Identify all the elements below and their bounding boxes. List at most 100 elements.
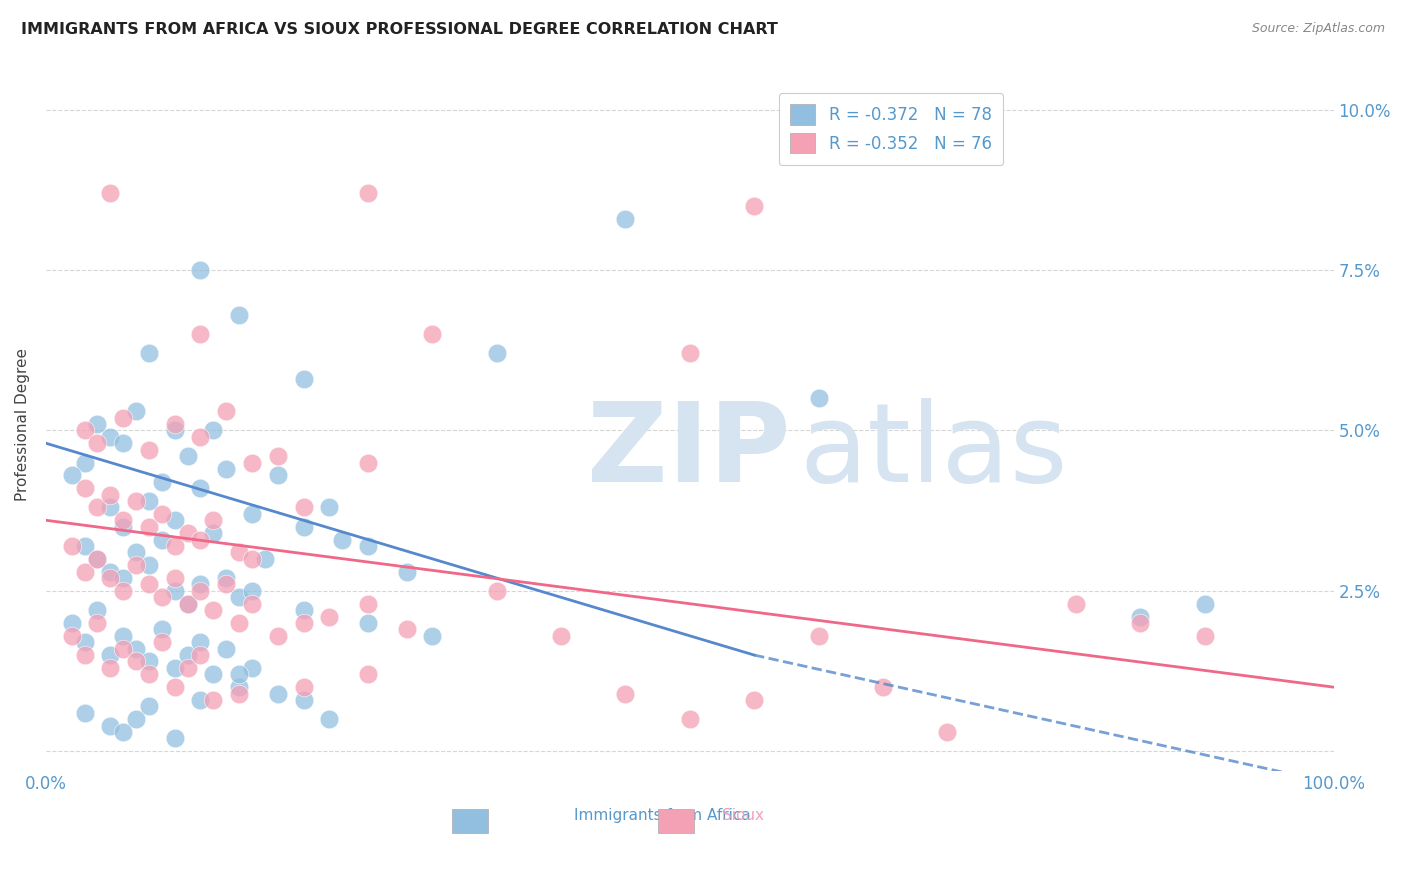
Point — [86, 615, 108, 630]
Point — [936, 725, 959, 739]
Point — [176, 661, 198, 675]
Point — [357, 539, 380, 553]
Point — [176, 597, 198, 611]
Legend: R = -0.372   N = 78, R = -0.352   N = 76: R = -0.372 N = 78, R = -0.352 N = 76 — [779, 93, 1004, 165]
Point — [215, 577, 238, 591]
Point — [98, 661, 121, 675]
Point — [125, 641, 148, 656]
Point — [86, 551, 108, 566]
Point — [1194, 597, 1216, 611]
Point — [163, 680, 186, 694]
Point — [150, 591, 173, 605]
Point — [112, 629, 135, 643]
Point — [73, 424, 96, 438]
Point — [150, 533, 173, 547]
Point — [138, 655, 160, 669]
Point — [112, 410, 135, 425]
Point — [73, 456, 96, 470]
Point — [215, 404, 238, 418]
Text: Immigrants from Africa: Immigrants from Africa — [574, 808, 751, 823]
Point — [150, 635, 173, 649]
Point — [215, 571, 238, 585]
Point — [240, 507, 263, 521]
Point — [98, 500, 121, 515]
Point — [163, 417, 186, 431]
Point — [190, 430, 212, 444]
Point — [292, 615, 315, 630]
Point — [86, 603, 108, 617]
Point — [98, 571, 121, 585]
Point — [240, 551, 263, 566]
Point — [163, 731, 186, 746]
Point — [614, 687, 637, 701]
Text: Source: ZipAtlas.com: Source: ZipAtlas.com — [1251, 22, 1385, 36]
Point — [1064, 597, 1087, 611]
Point — [125, 545, 148, 559]
Point — [125, 494, 148, 508]
Point — [98, 487, 121, 501]
Point — [267, 468, 290, 483]
Point — [138, 577, 160, 591]
Point — [60, 539, 83, 553]
Point — [73, 565, 96, 579]
Point — [215, 462, 238, 476]
Point — [240, 583, 263, 598]
Point — [125, 655, 148, 669]
Point — [98, 648, 121, 662]
Point — [253, 551, 276, 566]
Point — [267, 629, 290, 643]
Point — [190, 533, 212, 547]
Point — [1129, 609, 1152, 624]
Point — [86, 436, 108, 450]
Text: IMMIGRANTS FROM AFRICA VS SIOUX PROFESSIONAL DEGREE CORRELATION CHART: IMMIGRANTS FROM AFRICA VS SIOUX PROFESSI… — [21, 22, 778, 37]
Point — [330, 533, 353, 547]
Point — [292, 680, 315, 694]
Text: ZIP: ZIP — [586, 398, 790, 505]
Point — [98, 565, 121, 579]
Point — [1129, 615, 1152, 630]
Point — [807, 629, 830, 643]
Point — [190, 327, 212, 342]
Point — [190, 481, 212, 495]
Point — [202, 526, 225, 541]
Point — [150, 623, 173, 637]
Point — [420, 629, 443, 643]
Point — [60, 615, 83, 630]
Point — [190, 648, 212, 662]
Point — [138, 667, 160, 681]
Text: Sioux: Sioux — [723, 808, 763, 823]
Point — [112, 583, 135, 598]
Point — [112, 725, 135, 739]
Point — [190, 635, 212, 649]
Point — [125, 404, 148, 418]
Point — [202, 513, 225, 527]
Point — [202, 603, 225, 617]
Y-axis label: Professional Degree: Professional Degree — [15, 348, 30, 500]
Point — [614, 211, 637, 226]
Point — [395, 623, 418, 637]
Point — [138, 346, 160, 360]
Point — [267, 449, 290, 463]
Point — [73, 648, 96, 662]
Point — [485, 346, 508, 360]
Point — [138, 442, 160, 457]
Point — [163, 539, 186, 553]
Point — [318, 609, 340, 624]
Point — [73, 481, 96, 495]
Point — [98, 719, 121, 733]
Point — [357, 615, 380, 630]
Point — [112, 436, 135, 450]
Point — [86, 500, 108, 515]
Point — [125, 558, 148, 573]
Point — [176, 648, 198, 662]
Point — [318, 500, 340, 515]
Point — [807, 392, 830, 406]
Point — [150, 475, 173, 489]
Point — [228, 308, 250, 322]
Point — [550, 629, 572, 643]
Point — [112, 641, 135, 656]
Point — [292, 693, 315, 707]
Point — [202, 667, 225, 681]
Point — [163, 661, 186, 675]
Point — [73, 635, 96, 649]
